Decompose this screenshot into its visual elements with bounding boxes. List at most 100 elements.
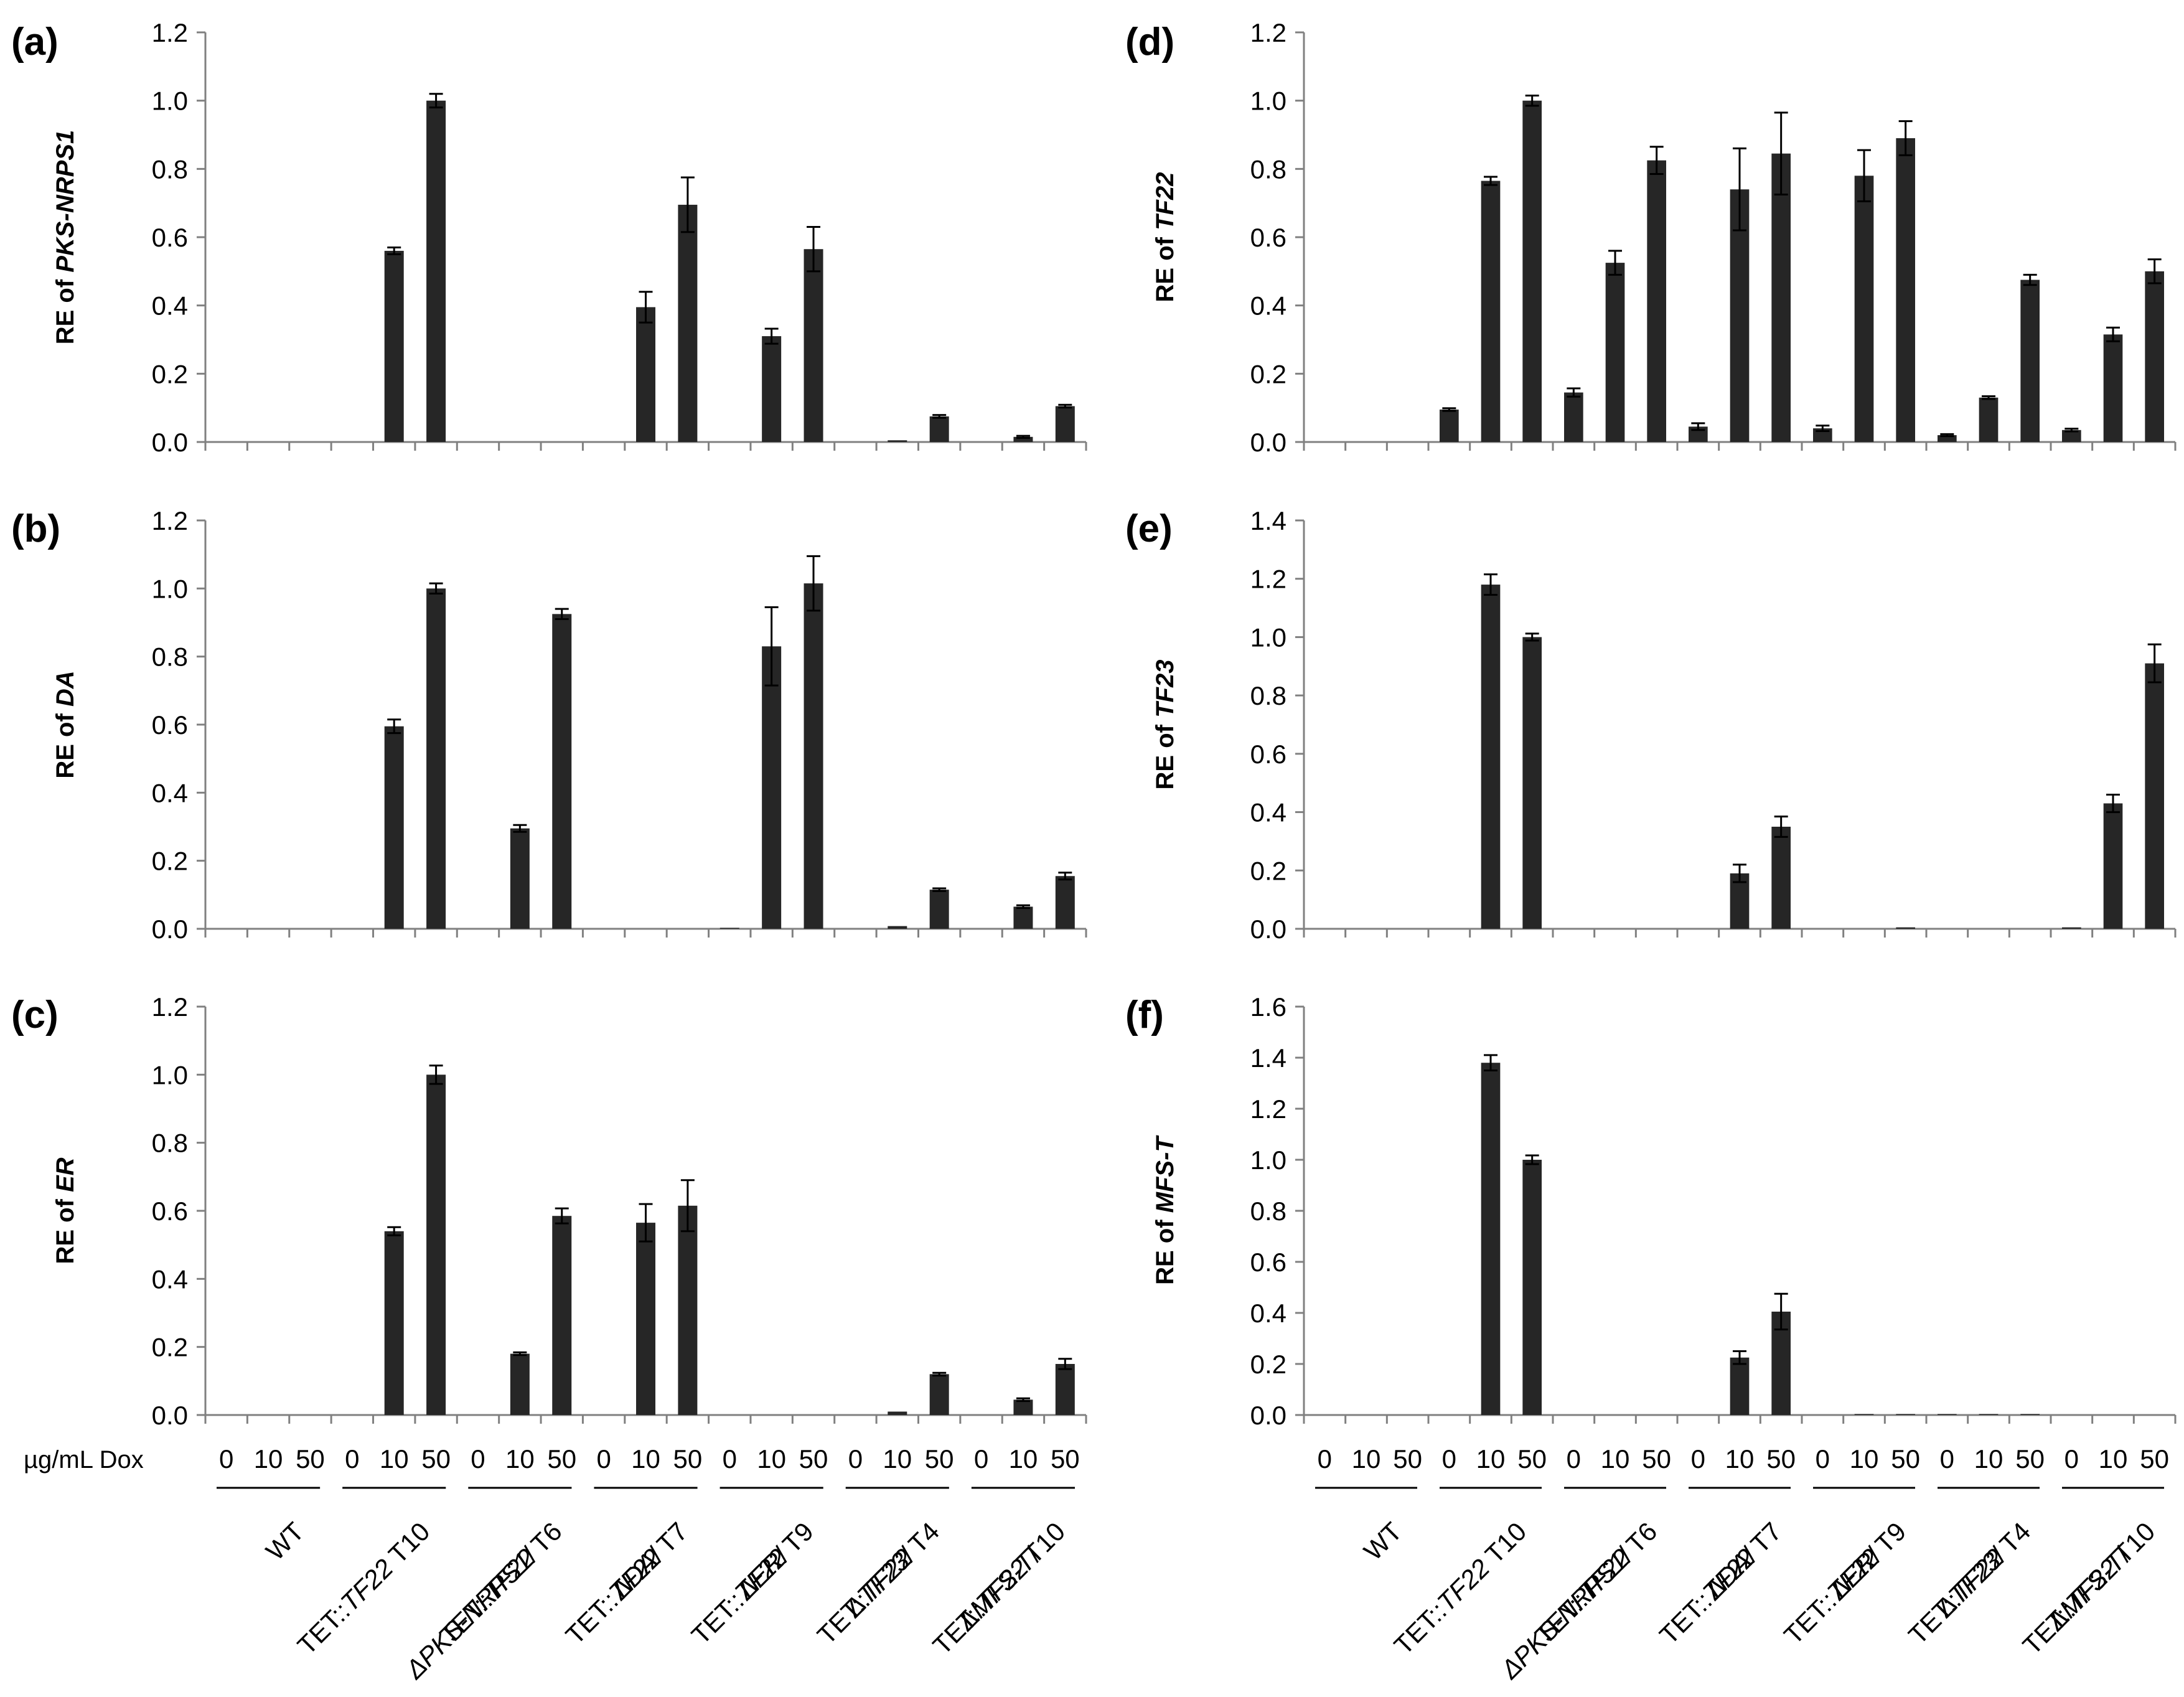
dose-label: 0: [219, 1444, 233, 1474]
error-bar: [2147, 643, 2162, 684]
bar: [510, 828, 530, 929]
y-tick-label: 1.0: [152, 1060, 188, 1089]
error-bar: [429, 582, 443, 595]
bar: [1481, 181, 1501, 442]
bar: [426, 588, 446, 929]
dose-label: 50: [1642, 1444, 1671, 1474]
dose-label: 0: [723, 1444, 737, 1474]
error-bar: [1016, 904, 1030, 910]
dose-label: 10: [1476, 1444, 1506, 1474]
error-bar: [2147, 258, 2162, 284]
error-bar: [1982, 395, 1995, 400]
bar: [1647, 160, 1666, 442]
bar: [636, 307, 655, 442]
group-label: TET::TF22 T10: [927, 1516, 1071, 1660]
error-bar: [639, 291, 653, 324]
bar: [2145, 271, 2164, 442]
bar: [1055, 1364, 1075, 1415]
y-tick-label: 0.2: [1250, 1350, 1286, 1379]
y-tick-label: 0.0: [152, 1401, 188, 1430]
error-bar: [1016, 1397, 1030, 1403]
bar: [1522, 1160, 1542, 1415]
bar: [1564, 392, 1583, 442]
dose-label: 10: [380, 1444, 409, 1474]
error-bar: [387, 1226, 401, 1236]
y-axis-title: RE of TF22: [1151, 172, 1179, 303]
y-tick-label: 0.8: [1250, 154, 1286, 184]
y-tick-label: 0.4: [1250, 291, 1286, 321]
bar: [1013, 436, 1033, 442]
bar: [2103, 803, 2123, 929]
dose-label: 0: [471, 1444, 485, 1474]
panel-letter: (e): [1125, 507, 1173, 550]
bar: [1481, 585, 1501, 929]
dose-label: 50: [1766, 1444, 1796, 1474]
dose-label: 50: [673, 1444, 703, 1474]
y-tick-label: 0.0: [1250, 428, 1286, 457]
bar: [384, 250, 404, 442]
group-label: TET::TF22 T9: [1778, 1516, 1911, 1650]
dose-label: 10: [631, 1444, 660, 1474]
dose-label: 0: [848, 1444, 863, 1474]
error-bar: [1774, 1292, 1788, 1331]
y-tick-label: 0.2: [1250, 359, 1286, 388]
group-label: TET::TF22 T10: [1389, 1516, 1532, 1660]
bar: [1013, 1399, 1033, 1415]
y-tick-label: 1.2: [152, 18, 188, 47]
bar: [1896, 138, 1915, 442]
bar: [1522, 100, 1542, 442]
y-axis-title: RE of DA: [52, 670, 79, 778]
bar: [552, 614, 572, 929]
y-tick-label: 1.2: [152, 992, 188, 1022]
y-tick-label: 0.6: [1250, 1248, 1286, 1277]
y-tick-label: 0.2: [152, 847, 188, 876]
y-tick-label: 0.0: [1250, 1401, 1286, 1430]
bar: [888, 1411, 907, 1415]
y-tick-label: 1.0: [1250, 87, 1286, 116]
dose-label: 0: [1691, 1444, 1705, 1474]
dose-label: 50: [296, 1444, 325, 1474]
y-tick-label: 1.0: [1250, 1145, 1286, 1175]
bar: [510, 1353, 530, 1415]
dose-label: 10: [505, 1444, 535, 1474]
bar: [426, 100, 446, 442]
bar: [2062, 430, 2081, 442]
y-tick-label: 0.6: [152, 223, 188, 252]
error-bar: [429, 93, 443, 109]
error-bar: [1733, 863, 1746, 883]
error-bar: [1898, 120, 1913, 156]
group-label: WT: [260, 1516, 309, 1566]
y-tick-label: 0.0: [1250, 914, 1286, 944]
error-bar: [1733, 1350, 1746, 1365]
dose-label: 10: [1850, 1444, 1879, 1474]
error-bar: [932, 887, 947, 892]
dose-label: 0: [1816, 1444, 1830, 1474]
y-tick-label: 1.4: [1250, 1043, 1286, 1073]
group-label: TET::TF22 T4: [812, 1516, 945, 1650]
bar: [1938, 435, 1957, 442]
error-bar: [1442, 407, 1456, 412]
bar: [1771, 153, 1791, 443]
error-bar: [1691, 422, 1705, 431]
bar: [1938, 1414, 1957, 1415]
y-tick-label: 0.6: [152, 1196, 188, 1226]
error-bar: [764, 606, 779, 687]
bar: [1440, 409, 1459, 442]
dose-label: 10: [1352, 1444, 1381, 1474]
bar: [1730, 189, 1750, 442]
y-tick-label: 1.0: [152, 87, 188, 116]
error-bar: [2023, 273, 2037, 286]
dose-label: 50: [2140, 1444, 2169, 1474]
y-tick-label: 0.4: [152, 778, 188, 807]
error-bar: [1058, 403, 1072, 409]
bar: [426, 1074, 446, 1415]
panel-letter: (b): [11, 507, 60, 550]
chart-panel-f: (f) 0.0 0.2 0.4 0.6 0.8 1.0 1.2 1.4 1.6 RE of MFS-…: [1125, 992, 2177, 1685]
dose-label: 50: [1393, 1444, 1422, 1474]
error-bar: [1774, 111, 1788, 195]
panel-letter: (d): [1125, 21, 1174, 63]
y-tick-label: 1.2: [1250, 565, 1286, 594]
panel-letter: (f): [1125, 994, 1164, 1037]
error-bar: [1525, 1154, 1539, 1165]
